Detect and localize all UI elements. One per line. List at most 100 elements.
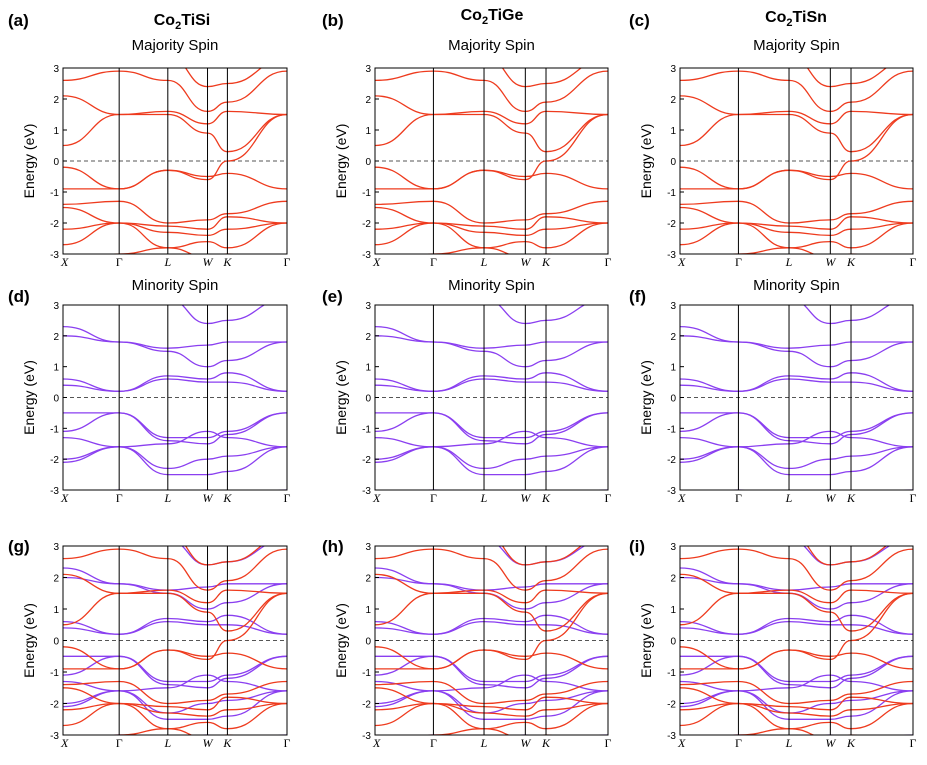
y-tick-label: 1 [365,126,371,137]
minority-band-9 [63,325,287,349]
spin-title: Majority Spin [132,37,219,54]
y-tick-label: -3 [362,486,371,497]
y-tick-label: -1 [362,188,371,199]
minority-band-0 [728,734,913,735]
majority-band-4 [375,200,608,224]
majority-band-0 [727,728,864,735]
minority-band-8 [375,576,608,610]
majority-band-8 [63,95,287,125]
minority-band-10 [181,305,266,325]
y-tick-label: 2 [670,332,676,343]
y-tick-label: 0 [365,157,371,168]
k-label: W [203,736,214,750]
majority-band-2 [375,222,608,237]
y-tick-label: 3 [670,542,676,553]
y-tick-label: 0 [53,157,59,168]
spin-title: Minority Spin [132,277,219,294]
panel-label: (a) [8,11,29,30]
k-label: L [785,736,793,750]
bands [680,305,913,490]
y-tick-label: 1 [53,126,59,137]
y-tick-label: 3 [365,64,371,75]
majority-band-3 [680,687,913,711]
panel-label: (g) [8,537,30,556]
y-axis-label: Energy (eV) [638,124,654,199]
spin-title: Majority Spin [753,37,840,54]
minority-band-2 [680,690,913,714]
panel-label: (i) [629,537,645,556]
k-label: Γ [735,491,742,505]
minority-band-7 [375,372,608,392]
majority-band-4 [375,680,608,705]
y-tick-label: -2 [667,455,676,466]
k-label: L [480,491,488,505]
y-tick-label: -1 [50,188,59,199]
y-tick-label: 2 [365,332,371,343]
k-label: W [520,491,531,505]
svg-text:Co2TiSi: Co2TiSi [154,12,211,32]
majority-band-7 [375,113,608,153]
y-tick-label: -3 [362,731,371,742]
minority-band-0 [728,489,913,490]
y-tick-label: 2 [365,95,371,106]
minority-band-7 [680,614,913,635]
y-tick-label: 0 [670,157,676,168]
k-label: Γ [116,255,123,269]
y-tick-label: 1 [670,363,676,374]
bands [375,68,608,254]
y-tick-label: -3 [667,486,676,497]
panel-g: (g) -3 -2 -1 0 1 2 3 Energy (eV) X Γ L W K Γ [8,537,291,750]
majority-band-10 [501,68,583,88]
minority-band-8 [63,576,287,610]
k-label: Γ [284,736,291,750]
minority-band-7 [63,372,287,392]
majority-band-5 [375,169,608,190]
minority-band-4 [375,655,608,683]
k-label: Γ [430,736,437,750]
minority-band-5 [680,412,913,445]
k-label: Γ [284,255,291,269]
y-tick-label: 3 [365,301,371,312]
y-tick-label: -3 [50,250,59,261]
majority-band-10 [806,546,888,566]
minority-band-4 [63,655,287,683]
majority-band-9 [375,70,608,113]
y-tick-label: 3 [670,64,676,75]
minority-band-3 [63,430,287,448]
minority-band-9 [375,325,608,349]
majority-band-2 [375,702,608,717]
y-tick-label: -1 [667,424,676,435]
k-label: L [163,736,171,750]
panel-label: (c) [629,11,650,30]
y-axis-label: Energy (eV) [21,603,37,678]
y-axis-label: Energy (eV) [333,360,349,435]
y-tick-label: -3 [362,250,371,261]
majority-band-6 [63,113,287,190]
majority-band-9 [63,70,287,113]
k-label: K [846,491,856,505]
majority-band-8 [375,573,608,604]
y-tick-label: -2 [667,700,676,711]
majority-band-7 [375,592,608,632]
y-tick-label: -1 [667,668,676,679]
k-label: Γ [605,255,612,269]
k-label: X [60,736,69,750]
bands [63,305,287,490]
y-tick-label: -1 [362,668,371,679]
k-label: W [203,491,214,505]
k-label: X [60,491,69,505]
panel-c: (c) Majority Spin -3 -2 -1 0 1 2 3 Energy (eV) X Γ L… [629,11,917,269]
y-tick-label: 3 [53,64,59,75]
majority-band-10 [806,68,888,88]
majority-band-0 [108,247,240,254]
minority-band-8 [375,335,608,368]
y-tick-label: -2 [362,455,371,466]
minority-band-2 [375,446,608,470]
majority-band-8 [680,573,913,604]
majority-band-10 [184,546,263,566]
y-tick-label: -3 [50,731,59,742]
majority-band-9 [680,70,913,113]
y-tick-label: 1 [53,605,59,616]
k-label: Γ [116,491,123,505]
y-tick-label: -1 [667,188,676,199]
